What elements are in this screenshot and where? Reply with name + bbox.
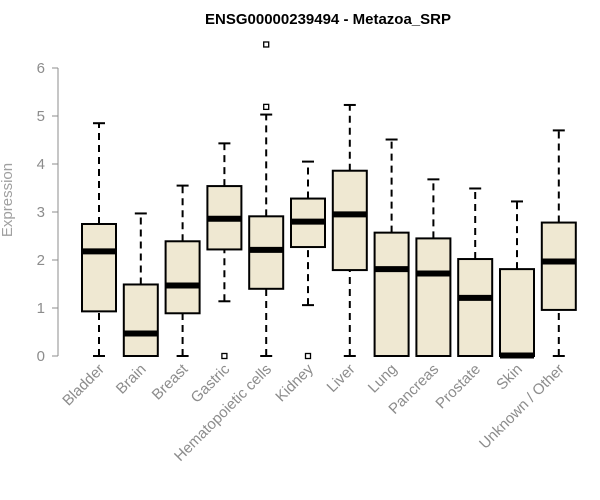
box-gastric	[206, 142, 243, 360]
box-iqr	[457, 258, 494, 358]
x-tick-label: Liver	[324, 361, 359, 396]
x-tick-label: Kidney	[272, 360, 317, 405]
box-brain	[122, 212, 159, 358]
box-iqr	[415, 237, 452, 357]
box-iqr	[540, 221, 577, 311]
box-unknown-other	[540, 129, 577, 357]
y-tick-label: 0	[37, 348, 45, 365]
x-tick-label: Prostate	[432, 361, 484, 413]
x-tick-label: Lung	[365, 361, 401, 397]
outlier-point	[304, 352, 312, 360]
box-iqr	[373, 231, 410, 357]
y-tick-label: 1	[37, 300, 45, 317]
y-tick-label: 5	[37, 108, 45, 125]
box-group	[81, 41, 577, 360]
box-hematopoietic-cells	[248, 41, 285, 357]
x-tick-label: Bladder	[59, 361, 108, 410]
y-axis-label: Expression	[0, 163, 16, 237]
y-tick-label: 2	[37, 252, 45, 269]
box-lung	[373, 138, 410, 357]
outlier-point	[263, 41, 270, 48]
box-bladder	[81, 122, 117, 357]
box-iqr	[331, 169, 368, 272]
box-pancreas	[415, 178, 452, 357]
y-tick-label: 3	[37, 204, 45, 221]
box-skin	[499, 200, 535, 359]
x-tick-label: Skin	[493, 361, 526, 394]
box-iqr	[499, 268, 535, 357]
outlier-point	[263, 103, 270, 111]
box-kidney	[290, 160, 326, 360]
box-prostate	[457, 187, 494, 358]
box-liver	[331, 103, 368, 357]
box-iqr	[122, 283, 159, 358]
y-axis: 0 1 2 3 4 5 6	[37, 60, 59, 365]
box-breast	[164, 184, 201, 357]
y-tick-label: 6	[37, 60, 45, 77]
box-iqr	[81, 223, 117, 313]
outlier-point	[221, 352, 228, 360]
chart-title: ENSG00000239494 - Metazoa_SRP	[205, 11, 451, 28]
box-iqr	[164, 240, 201, 315]
y-tick-label: 4	[37, 156, 45, 173]
x-tick-label: Brain	[113, 361, 150, 398]
x-tick-label: Breast	[149, 360, 192, 403]
